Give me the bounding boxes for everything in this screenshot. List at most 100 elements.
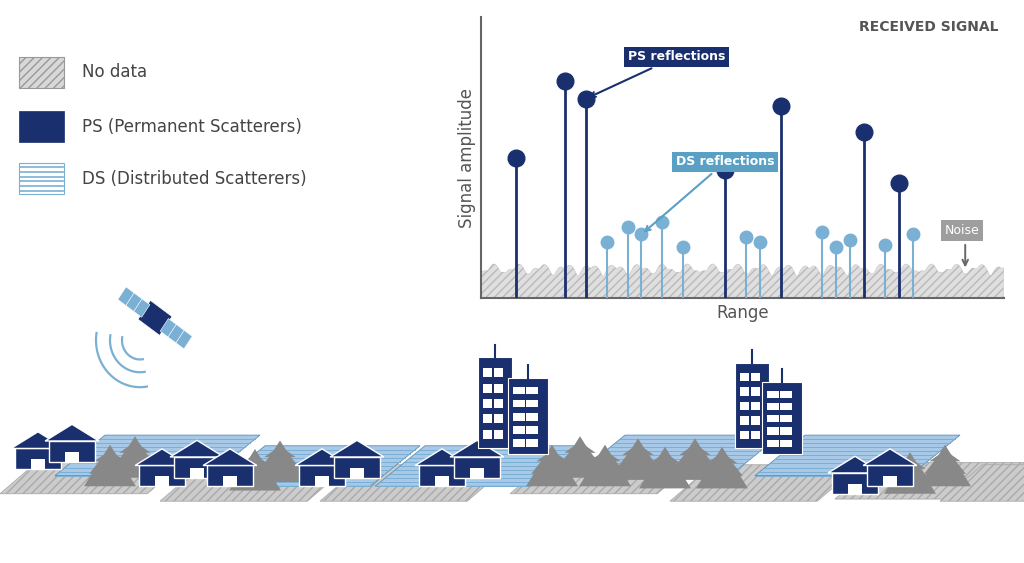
Polygon shape xyxy=(109,436,161,478)
Polygon shape xyxy=(510,457,699,494)
Polygon shape xyxy=(526,387,538,395)
Polygon shape xyxy=(767,427,778,435)
Polygon shape xyxy=(884,452,936,494)
Polygon shape xyxy=(48,441,95,462)
Text: PS reflections: PS reflections xyxy=(591,51,725,97)
Polygon shape xyxy=(513,400,524,408)
Polygon shape xyxy=(45,425,99,441)
Polygon shape xyxy=(831,473,879,494)
Polygon shape xyxy=(780,427,792,435)
Polygon shape xyxy=(334,457,380,478)
Polygon shape xyxy=(564,442,596,453)
Polygon shape xyxy=(526,439,538,446)
Polygon shape xyxy=(203,449,257,466)
Polygon shape xyxy=(120,442,151,453)
Polygon shape xyxy=(751,402,760,410)
Polygon shape xyxy=(537,450,567,461)
Polygon shape xyxy=(207,466,253,486)
Polygon shape xyxy=(482,399,493,408)
Polygon shape xyxy=(299,466,345,486)
Polygon shape xyxy=(264,446,296,457)
Polygon shape xyxy=(751,431,760,439)
Polygon shape xyxy=(780,415,792,422)
Polygon shape xyxy=(762,382,802,454)
Polygon shape xyxy=(526,426,538,434)
Polygon shape xyxy=(330,440,384,457)
Polygon shape xyxy=(617,441,658,467)
Polygon shape xyxy=(919,445,971,486)
Polygon shape xyxy=(234,452,275,478)
Polygon shape xyxy=(696,447,748,488)
Polygon shape xyxy=(767,415,778,422)
Polygon shape xyxy=(639,447,691,488)
Polygon shape xyxy=(494,430,503,439)
Polygon shape xyxy=(482,383,493,392)
Polygon shape xyxy=(14,449,61,469)
Polygon shape xyxy=(755,435,961,476)
Text: RECEIVED SIGNAL: RECEIVED SIGNAL xyxy=(859,20,998,34)
Bar xyxy=(19,57,65,88)
Polygon shape xyxy=(478,358,512,448)
Polygon shape xyxy=(739,373,750,381)
Polygon shape xyxy=(222,476,238,486)
Polygon shape xyxy=(925,448,966,474)
Polygon shape xyxy=(170,440,224,457)
Text: No data: No data xyxy=(82,64,147,82)
Polygon shape xyxy=(454,457,501,478)
Text: DS reflections: DS reflections xyxy=(645,155,775,231)
Polygon shape xyxy=(780,440,792,447)
Polygon shape xyxy=(470,468,484,478)
Polygon shape xyxy=(701,450,742,476)
Polygon shape xyxy=(174,457,220,478)
Polygon shape xyxy=(526,413,538,421)
Polygon shape xyxy=(612,439,664,480)
Polygon shape xyxy=(670,464,860,501)
Polygon shape xyxy=(559,439,601,465)
X-axis label: Range: Range xyxy=(716,304,769,322)
Polygon shape xyxy=(649,453,681,463)
Polygon shape xyxy=(215,446,420,486)
Polygon shape xyxy=(482,368,493,377)
Polygon shape xyxy=(751,373,760,381)
Polygon shape xyxy=(674,441,716,467)
Polygon shape xyxy=(133,299,150,318)
Polygon shape xyxy=(135,449,188,466)
Polygon shape xyxy=(669,439,721,480)
Polygon shape xyxy=(531,448,572,474)
Polygon shape xyxy=(751,387,760,396)
Polygon shape xyxy=(138,301,172,336)
Polygon shape xyxy=(623,444,653,455)
Polygon shape xyxy=(780,403,792,410)
Polygon shape xyxy=(780,391,792,398)
Text: PS (Permanent Scatterers): PS (Permanent Scatterers) xyxy=(82,118,302,136)
Polygon shape xyxy=(767,440,778,447)
Polygon shape xyxy=(84,445,136,486)
Polygon shape xyxy=(526,445,578,486)
Polygon shape xyxy=(160,319,176,337)
Polygon shape xyxy=(415,449,469,466)
Polygon shape xyxy=(319,464,510,501)
Polygon shape xyxy=(590,450,621,461)
Polygon shape xyxy=(482,430,493,439)
Polygon shape xyxy=(554,436,606,478)
Polygon shape xyxy=(866,466,913,486)
Polygon shape xyxy=(848,484,862,494)
Polygon shape xyxy=(55,435,260,476)
Polygon shape xyxy=(585,448,626,474)
Polygon shape xyxy=(254,440,306,482)
Polygon shape xyxy=(883,476,897,486)
Polygon shape xyxy=(707,453,737,463)
Polygon shape xyxy=(494,414,503,423)
Polygon shape xyxy=(735,363,769,448)
Polygon shape xyxy=(767,403,778,410)
Polygon shape xyxy=(451,440,504,457)
Polygon shape xyxy=(176,330,193,349)
Text: DS (Distributed Scatterers): DS (Distributed Scatterers) xyxy=(82,170,307,188)
Polygon shape xyxy=(229,449,281,490)
Polygon shape xyxy=(189,468,205,478)
Bar xyxy=(19,163,65,194)
Polygon shape xyxy=(419,466,465,486)
Polygon shape xyxy=(679,444,711,455)
Polygon shape xyxy=(940,464,1024,501)
Polygon shape xyxy=(751,417,760,425)
